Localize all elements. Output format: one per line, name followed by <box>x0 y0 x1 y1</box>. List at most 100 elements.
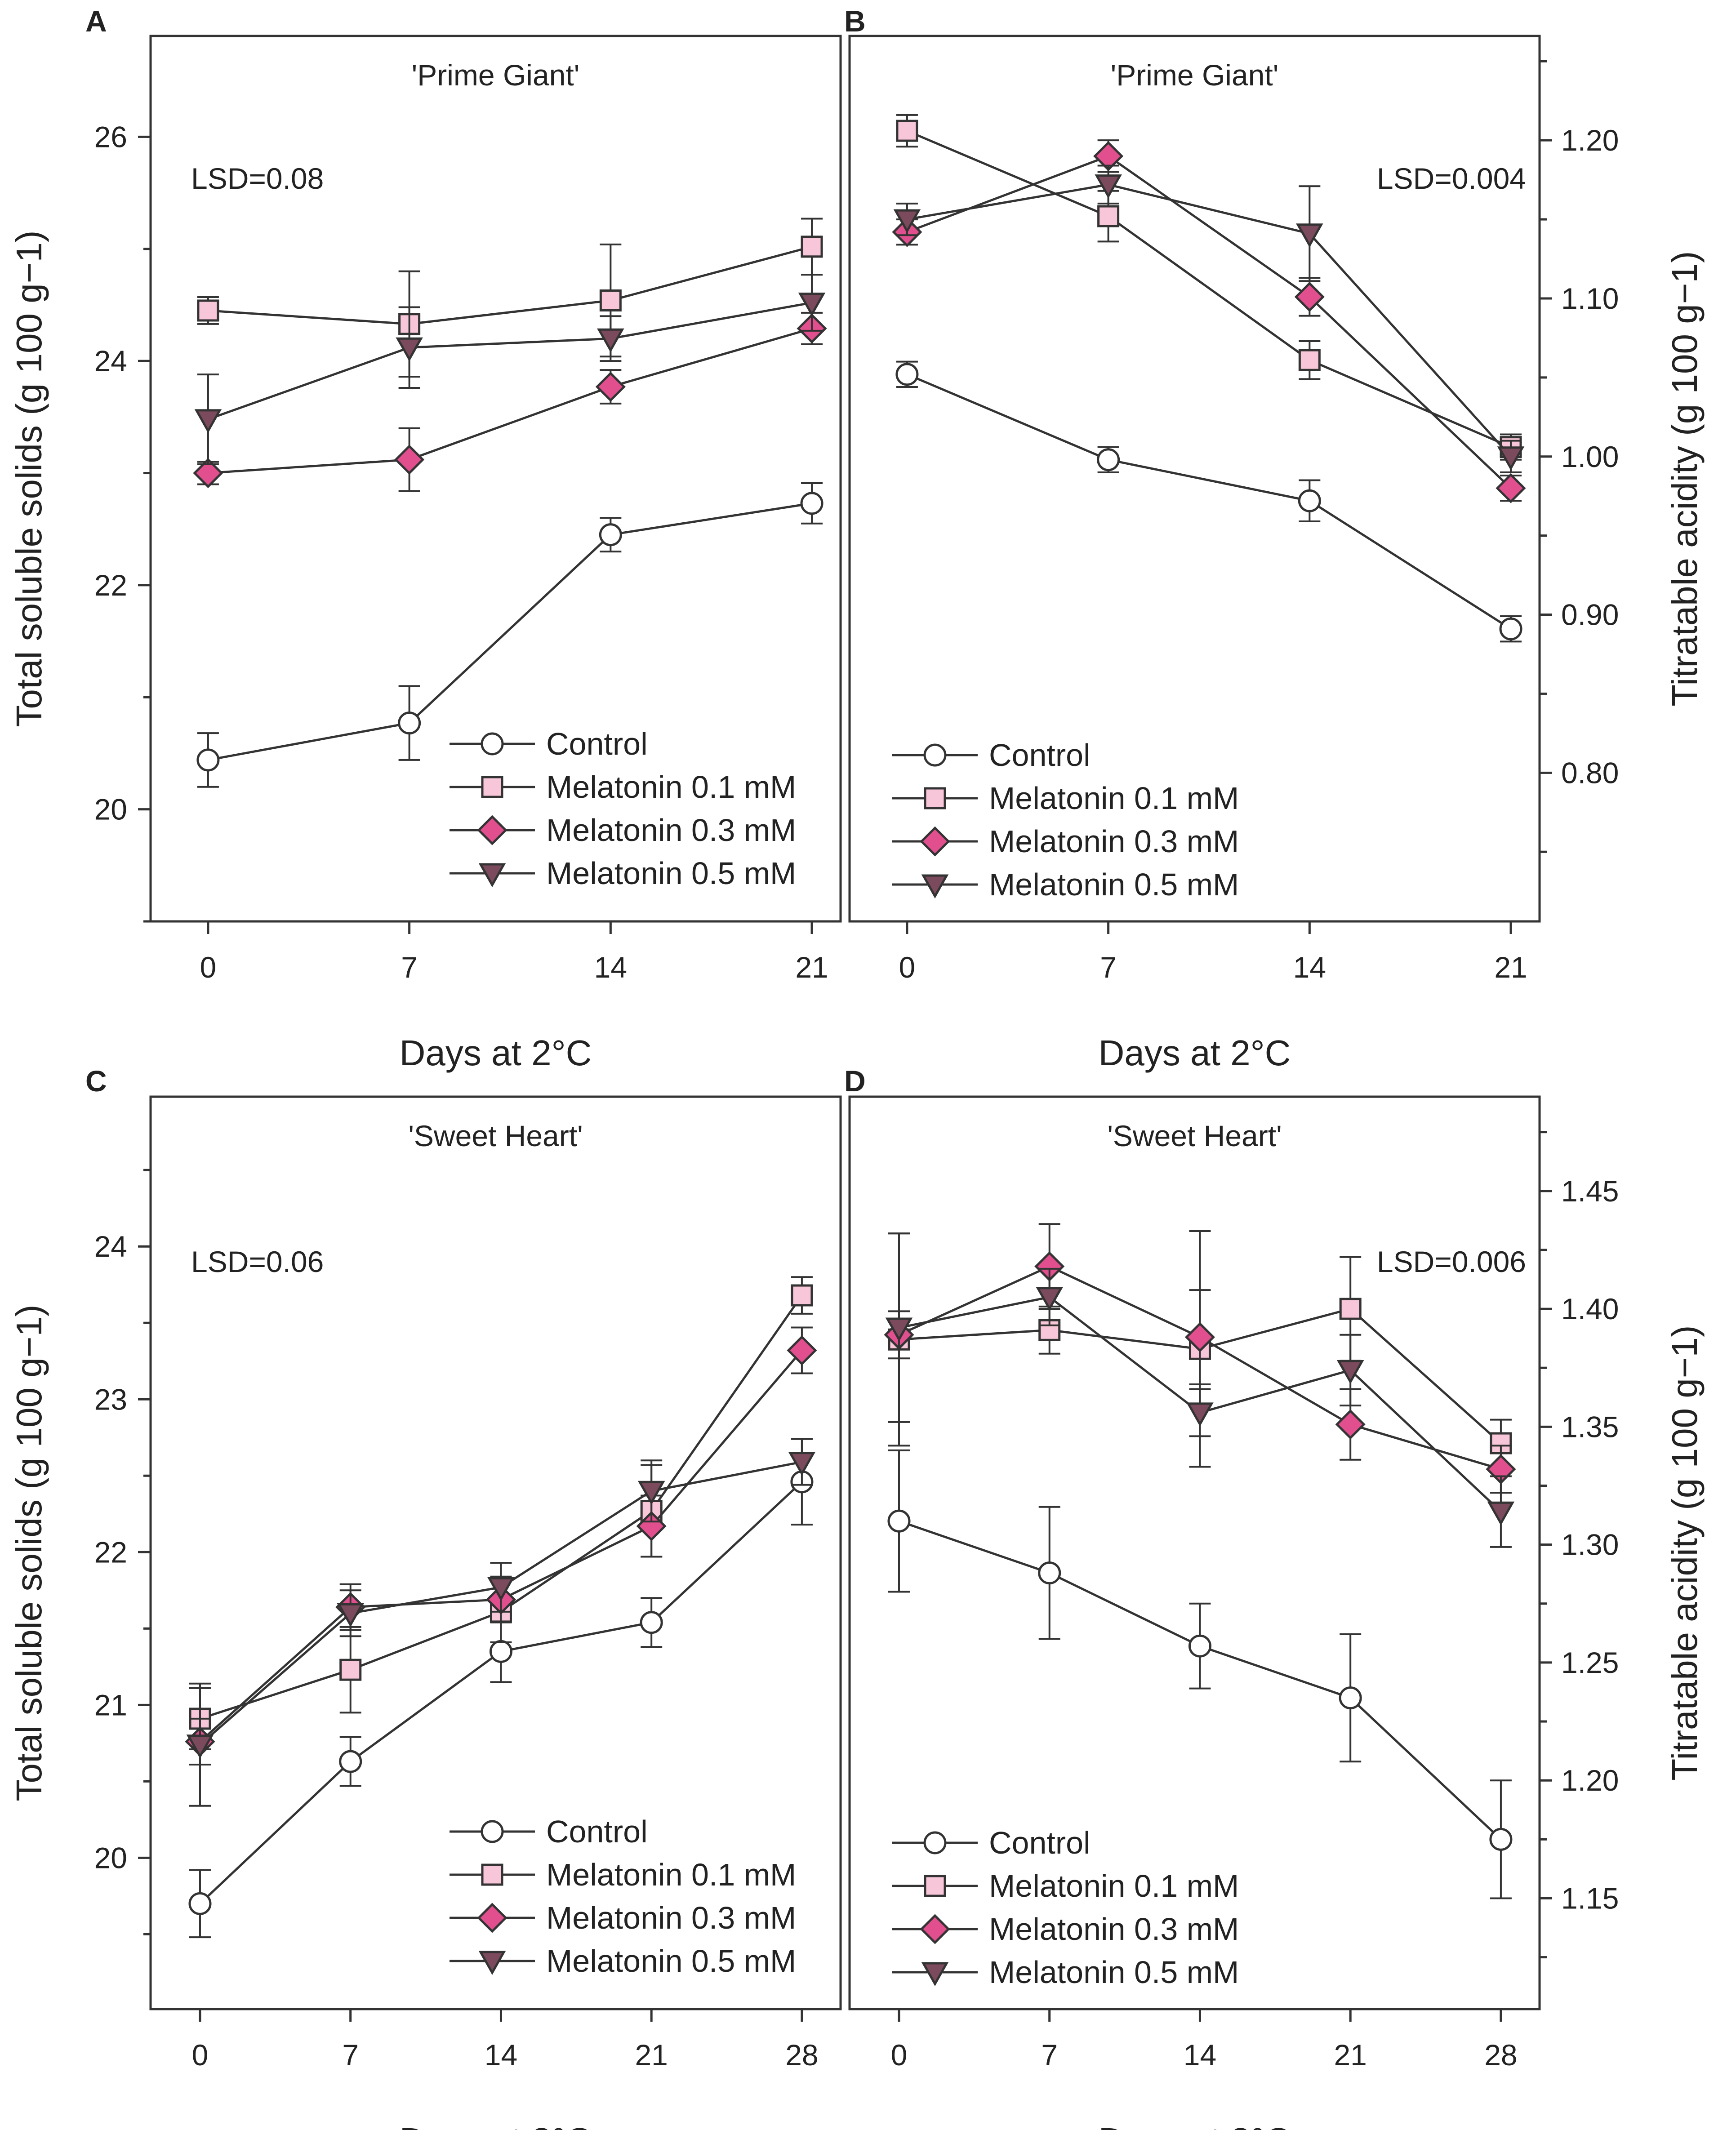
data-point-melatonin-0-5-mm <box>1186 1402 1214 1427</box>
data-point-melatonin-0-5-mm <box>1296 223 1323 248</box>
data-point-melatonin-0-1-mm <box>1038 1319 1061 1341</box>
data-point-control <box>895 363 919 386</box>
data-point-melatonin-0-1-mm <box>801 236 823 258</box>
y-tick-label: 1.20 <box>1561 1764 1619 1797</box>
data-point-melatonin-0-5-mm <box>487 1577 515 1601</box>
legend-label: Melatonin 0.3 mM <box>989 824 1239 859</box>
series-line-melatonin-0-5-mm <box>907 183 1512 458</box>
series-line-melatonin-0-1-mm <box>208 245 812 325</box>
legend-label: Melatonin 0.1 mM <box>989 781 1239 816</box>
legend-marker-melatonin-0-5-mm <box>478 863 506 888</box>
x-tick-label: 7 <box>342 2038 359 2072</box>
data-point-melatonin-0-3-mm <box>1496 473 1526 503</box>
data-point-control <box>1188 1634 1211 1658</box>
x-tick-label: 14 <box>1293 951 1326 984</box>
data-point-control <box>640 1611 663 1634</box>
series-line-melatonin-0-3-mm <box>907 155 1512 489</box>
data-point-control <box>188 1892 212 1915</box>
legend-marker-melatonin-0-3-mm <box>920 826 950 857</box>
x-tick-label: 0 <box>899 951 916 984</box>
data-point-melatonin-0-1-mm <box>339 1659 362 1681</box>
y-tick-label: 1.25 <box>1561 1646 1619 1679</box>
x-tick-label: 21 <box>1334 2038 1367 2072</box>
data-point-control <box>1339 1686 1362 1710</box>
panel-letter: C <box>85 1064 107 1098</box>
data-point-melatonin-0-5-mm <box>597 328 624 353</box>
lsd-annotation: LSD=0.004 <box>1377 162 1526 195</box>
y-tick-label: 24 <box>94 344 127 378</box>
data-point-melatonin-0-3-mm <box>1335 1409 1366 1440</box>
legend-label: Melatonin 0.5 mM <box>546 1943 796 1979</box>
data-point-melatonin-0-5-mm <box>396 337 423 362</box>
series-line-melatonin-0-1-mm <box>906 129 1512 448</box>
y-tick-label: 0.80 <box>1561 756 1619 789</box>
x-tick-label: 28 <box>1484 2038 1517 2072</box>
data-point-melatonin-0-3-mm <box>1294 281 1325 312</box>
data-point-melatonin-0-1-mm <box>1097 205 1120 227</box>
legend: Control Melatonin 0.1 mM Melatonin 0.3 mM M… <box>892 1825 1239 1990</box>
data-point-melatonin-0-1-mm <box>599 289 622 312</box>
y-axis-title: Titratable acidity (g 100 g−1) <box>1665 251 1705 706</box>
y-axis-title: Total soluble solids (g 100 g−1) <box>9 1304 49 1801</box>
plot-frame <box>149 35 842 923</box>
legend-marker-melatonin-0-3-mm <box>477 1903 507 1933</box>
y-tick-label: 22 <box>94 569 127 602</box>
x-axis-title: Days at 2°C <box>1099 2121 1291 2130</box>
lsd-annotation: LSD=0.06 <box>191 1245 324 1278</box>
data-point-melatonin-0-5-mm <box>1095 174 1122 199</box>
legend-marker-melatonin-0-3-mm <box>920 1914 950 1944</box>
data-point-melatonin-0-5-mm <box>885 1317 913 1342</box>
y-tick-label: 21 <box>94 1688 127 1721</box>
panel-letter: D <box>844 1064 866 1098</box>
data-point-melatonin-0-1-mm <box>197 299 219 322</box>
x-axis-title: Days at 2°C <box>400 2121 592 2130</box>
panel-c: C 0 7 14 21 28 20 21 22 23 24 Days at 2°C Total solu… <box>9 1064 842 2130</box>
plot-frame <box>848 1095 1541 2010</box>
x-tick-label: 7 <box>401 951 418 984</box>
data-point-melatonin-0-3-mm <box>787 1335 817 1365</box>
data-point-control <box>1499 617 1522 640</box>
legend-marker-melatonin-0-1-mm <box>481 776 503 798</box>
legend-label: Control <box>989 738 1091 773</box>
legend-label: Control <box>546 1814 648 1849</box>
plot-frame <box>848 35 1541 923</box>
y-tick-label: 1.10 <box>1561 282 1619 315</box>
legend-marker-melatonin-0-3-mm <box>477 815 507 845</box>
data-point-melatonin-0-1-mm <box>1339 1298 1362 1320</box>
legend-label: Control <box>989 1825 1091 1860</box>
data-point-melatonin-0-5-mm <box>1487 1501 1515 1526</box>
legend-marker-control <box>481 1820 504 1843</box>
x-tick-label: 7 <box>1100 951 1117 984</box>
legend-label: Melatonin 0.3 mM <box>989 1912 1239 1947</box>
legend-label: Melatonin 0.5 mM <box>546 856 796 891</box>
data-point-melatonin-0-1-mm <box>1298 349 1321 371</box>
lsd-annotation: LSD=0.08 <box>191 162 324 195</box>
legend-label: Melatonin 0.3 mM <box>546 1900 796 1935</box>
panel-letter: B <box>844 4 866 38</box>
x-tick-label: 21 <box>635 2038 668 2072</box>
data-point-melatonin-0-5-mm <box>1497 446 1525 471</box>
series-line-melatonin-0-5-mm <box>208 302 812 421</box>
data-point-control <box>196 748 220 772</box>
data-point-control <box>339 1750 362 1773</box>
x-tick-label: 21 <box>795 951 828 984</box>
legend: Control Melatonin 0.1 mM Melatonin 0.3 mM M… <box>450 1814 796 1979</box>
x-tick-label: 14 <box>485 2038 517 2072</box>
data-point-control <box>1038 1561 1061 1585</box>
series-line-melatonin-0-3-mm <box>199 1349 803 1743</box>
legend: Control Melatonin 0.1 mM Melatonin 0.3 mM M… <box>892 738 1239 902</box>
data-point-control <box>1489 1828 1513 1851</box>
cultivar-title: 'Prime Giant' <box>1111 58 1279 92</box>
x-tick-label: 21 <box>1494 951 1527 984</box>
lsd-annotation: LSD=0.006 <box>1377 1245 1526 1278</box>
y-axis-title: Titratable acidity (g 100 g−1) <box>1665 1325 1705 1780</box>
y-tick-label: 1.20 <box>1561 124 1619 157</box>
data-point-control <box>800 492 823 515</box>
y-axis-title: Total soluble solids (g 100 g−1) <box>9 230 49 727</box>
x-tick-label: 14 <box>594 951 627 984</box>
legend-marker-control <box>481 732 504 756</box>
x-tick-label: 0 <box>891 2038 908 2072</box>
panel-a: A 0 7 14 21 20 22 24 26 Days at 2°C Total soluble … <box>9 4 842 1073</box>
y-tick-label: 20 <box>94 793 127 826</box>
